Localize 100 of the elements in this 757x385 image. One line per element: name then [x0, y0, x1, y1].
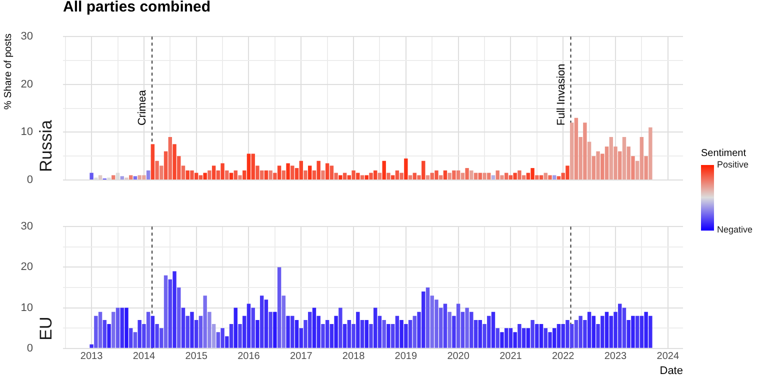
bar	[364, 175, 368, 180]
bar	[443, 170, 448, 180]
bar	[408, 175, 412, 180]
bar	[347, 175, 352, 180]
y-tick-label: 30	[20, 220, 33, 233]
text: EU	[36, 316, 56, 340]
bar	[116, 308, 120, 348]
bar	[648, 127, 652, 180]
bar	[556, 176, 561, 180]
bar	[90, 172, 94, 180]
bar	[282, 296, 286, 348]
bar	[518, 324, 522, 348]
bar	[448, 312, 452, 348]
bar	[330, 166, 334, 180]
bar	[98, 312, 102, 348]
ref-line-label: Crimea	[136, 89, 149, 126]
bar	[124, 308, 128, 348]
bar	[386, 172, 390, 180]
bar	[325, 163, 330, 180]
bar	[177, 288, 181, 348]
bar	[374, 308, 378, 348]
bar	[251, 308, 255, 348]
bar	[526, 172, 530, 180]
bar	[268, 170, 272, 180]
bar	[273, 312, 277, 348]
bar	[552, 175, 556, 180]
bar	[238, 175, 242, 180]
bar	[216, 170, 220, 180]
x-tick-label: 2020	[447, 351, 470, 362]
x-tick-label: 2024	[656, 351, 680, 362]
bar	[395, 170, 400, 180]
bar	[334, 172, 338, 180]
bar	[635, 316, 640, 348]
bar	[390, 175, 395, 180]
bar	[508, 328, 513, 348]
bar	[452, 316, 456, 348]
bar	[470, 312, 474, 348]
bar	[400, 172, 404, 180]
bar	[404, 158, 408, 180]
bar	[500, 175, 504, 180]
bar	[478, 320, 482, 348]
bar	[220, 163, 224, 180]
bar	[203, 172, 207, 180]
bar	[181, 308, 186, 348]
bar	[299, 160, 303, 180]
bar	[535, 324, 539, 348]
bar	[530, 168, 534, 180]
bar	[374, 170, 378, 180]
bar	[164, 275, 168, 348]
y-tick-label: 30	[20, 30, 33, 43]
x-tick-label: 2021	[500, 351, 522, 362]
bar	[356, 172, 360, 180]
bar	[434, 300, 438, 348]
bar	[316, 160, 320, 180]
chart-title: All parties combined	[63, 0, 211, 16]
bar	[386, 324, 390, 348]
bar	[277, 166, 282, 180]
bar	[150, 316, 155, 348]
bar	[530, 320, 534, 348]
bar	[334, 316, 338, 348]
bar	[168, 136, 172, 180]
bar	[342, 172, 347, 180]
bar	[504, 172, 508, 180]
x-tick-label: 2013	[80, 351, 104, 362]
bar	[190, 170, 194, 180]
y-tick-label: 20	[20, 261, 33, 274]
bar	[246, 304, 251, 348]
bar	[522, 175, 526, 180]
y-tick-label: 0	[26, 174, 33, 186]
bar	[308, 166, 312, 180]
bar	[198, 175, 203, 180]
bar	[282, 170, 286, 180]
bar	[470, 170, 474, 180]
bar	[120, 308, 124, 348]
bar	[438, 175, 443, 180]
bar	[352, 170, 356, 180]
bar	[487, 172, 491, 180]
bar	[352, 324, 356, 348]
bar	[548, 332, 552, 348]
bar	[186, 170, 190, 180]
bar	[478, 172, 482, 180]
bar	[604, 312, 609, 348]
x-tick-label: 2019	[394, 351, 418, 362]
bar	[194, 172, 198, 180]
x-tick-label: 2015	[185, 351, 208, 362]
bar	[622, 308, 626, 348]
bar	[434, 170, 438, 180]
bar	[500, 332, 504, 348]
bar	[412, 316, 417, 348]
bar	[526, 328, 530, 348]
bar	[574, 320, 578, 348]
bar	[177, 156, 181, 180]
bar	[513, 172, 517, 180]
bar	[294, 320, 299, 348]
bar	[229, 172, 234, 180]
bar	[246, 154, 251, 180]
bar	[566, 166, 570, 180]
bar	[312, 308, 316, 348]
bar	[190, 312, 194, 348]
bar	[164, 151, 168, 180]
